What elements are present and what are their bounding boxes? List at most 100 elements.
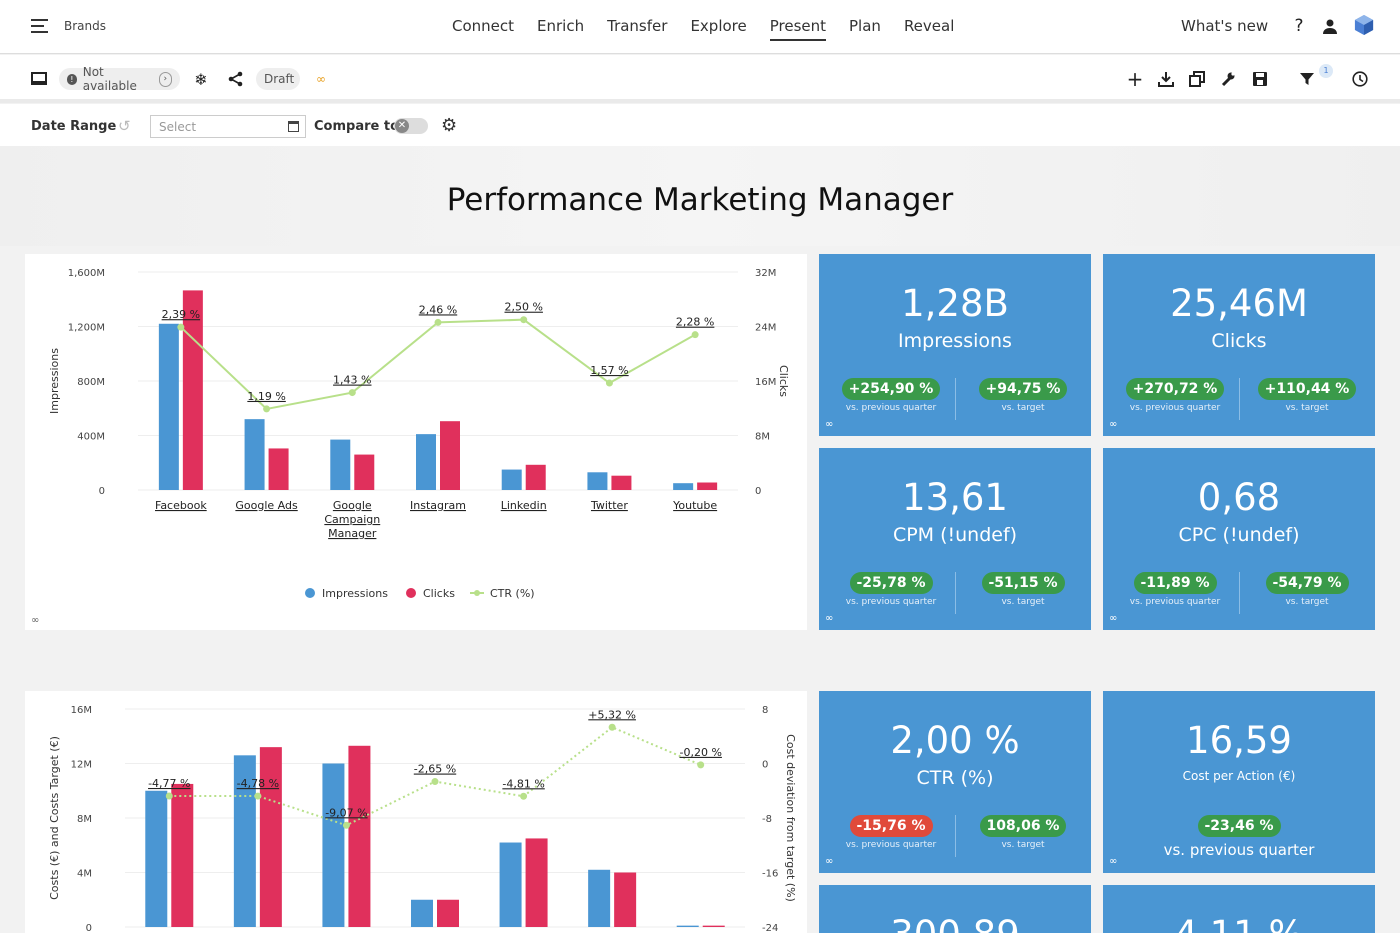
change-badge: -11,89 % [1133,572,1217,594]
app-logo-icon[interactable] [1354,14,1374,36]
y2-axis-label: Cost deviation from target (%) [784,734,797,902]
date-range-label: Date Range [31,119,117,134]
link-icon[interactable]: ∞ [825,419,834,430]
nav-connect[interactable]: Connect [452,17,515,35]
nav-reveal[interactable]: Reveal [903,17,955,35]
kpi-tile[interactable]: 16,59 Cost per Action (€) -23,46 % vs. prev… [1103,691,1375,873]
compare-to-label: Compare to [314,119,399,134]
x-tick-label: Facebook [155,499,207,512]
wrench-icon[interactable] [1218,69,1238,89]
y-tick-right: 8M [755,432,770,443]
kpi-change-previous: -23,46 % vs. previous quarter [1103,815,1375,859]
y-tick-right: -8 [762,814,772,825]
kpi-value: 2,00 % [890,719,1020,762]
link-icon[interactable]: ∞ [1109,419,1118,430]
bar-impressions [416,434,436,490]
share-icon[interactable] [226,69,246,89]
menu-icon[interactable] [31,19,48,33]
reset-icon[interactable]: ↺ [118,117,131,135]
y-tick-left: 1,200M [68,323,105,334]
y-tick-right: -16 [762,869,778,880]
kpi-change-previous: +254,90 % vs. previous quarter [823,378,959,413]
kpi-tile[interactable]: 13,61 CPM (!undef) -25,78 % vs. previous qu… [819,448,1091,630]
save-icon[interactable] [1250,69,1270,89]
kpi-tile[interactable]: 2,00 % CTR (%) -15,76 % vs. previous quarte… [819,691,1091,873]
status-pill[interactable]: ! Not available › [59,65,180,93]
bar-coststarget [259,747,282,927]
calendar-icon[interactable] [288,121,299,132]
nav-enrich[interactable]: Enrich [537,17,585,35]
add-icon[interactable]: + [1126,67,1144,91]
line-point [263,405,271,413]
data-label: 2,39 % [162,308,200,321]
close-icon: ✕ [395,119,409,133]
line-point [434,318,442,326]
main-nav: Connect Enrich Transfer Explore Present … [452,17,977,41]
kpi-change-target: +94,75 % vs. target [955,378,1091,413]
costs-chart[interactable]: 0 4M 8M 12M 16M -24 -16 -8 0 8 Costs (€) and Costs… [25,691,807,933]
change-badge: -54,79 % [1265,572,1349,594]
y-tick-left: 1,600M [68,268,105,279]
kpi-tile[interactable]: 0,68 CPC (!undef) -11,89 % vs. previous qua… [1103,448,1375,630]
date-range-input[interactable]: Select [150,115,306,138]
link-icon[interactable]: ∞ [1109,856,1118,867]
y-tick-right: 8 [762,705,768,716]
data-label: 1,57 % [590,364,628,377]
clock-icon[interactable] [1350,69,1370,89]
copy-icon[interactable] [1187,69,1207,89]
data-label: -9,07 % [325,806,367,819]
kpi-value: 25,46M [1170,282,1308,325]
nav-plan[interactable]: Plan [849,17,881,35]
change-caption: vs. target [1001,840,1045,850]
link-icon: ∞ [31,615,39,626]
y-tick-right: 0 [755,486,761,497]
change-caption: vs. previous quarter [1129,597,1221,607]
y-tick-right: 24M [755,323,776,334]
bar-coststarget [702,925,725,927]
x-tick-label: Youtube [672,499,717,512]
settings-gear-icon[interactable]: ⚙ [441,115,458,136]
kpi-label: Clicks [1211,330,1267,352]
kpi-tile[interactable]: 1,28B Impressions +254,90 % vs. previous qu… [819,254,1091,436]
change-caption: vs. previous quarter [845,597,937,607]
help-icon[interactable]: ? [1294,16,1304,36]
link-icon[interactable]: ∞ [316,72,326,86]
y-tick-left: 16M [71,705,92,716]
download-icon[interactable] [1156,69,1176,89]
link-icon[interactable]: ∞ [1109,613,1118,624]
status-text: Not available [82,65,137,93]
brand-selector[interactable]: Brands [64,19,106,33]
change-caption: vs. previous quarter [845,840,937,850]
toolbar: ! Not available › ❄ Draft ∞ + 1 [0,55,1400,103]
kpi-label: CPM (!undef) [892,524,1018,546]
bar-impressions [330,439,351,490]
link-icon[interactable]: ∞ [825,856,834,867]
y-tick-right: 32M [755,268,776,279]
nav-transfer[interactable]: Transfer [607,17,668,35]
filter-icon[interactable] [1297,69,1317,89]
x-tick-label: Instagram [410,499,466,512]
divider [1239,378,1240,420]
whats-new-link[interactable]: What's new [1181,17,1269,35]
kpi-tile[interactable]: 25,46M Clicks +270,72 % vs. previous quarte… [1103,254,1375,436]
draft-badge: Draft [256,68,300,90]
kpi-change-previous: -15,76 % vs. previous quarter [823,815,959,850]
change-badge: +110,44 % [1257,378,1357,400]
kpi-change-target: -54,79 % vs. target [1239,572,1375,607]
compare-toggle[interactable]: ✕ [394,118,428,134]
performance-chart[interactable]: 0 400M 800M 1,200M 1,600M 0 8M 16M 24M 32M Impress… [25,254,807,630]
data-label: +5,32 % [588,708,636,721]
nav-present[interactable]: Present [769,17,827,41]
nav-explore[interactable]: Explore [690,17,747,35]
x-tick-label: Google Ads [235,499,298,512]
snowflake-icon[interactable]: ❄ [194,69,208,89]
change-caption: vs. target [1001,403,1045,413]
user-icon[interactable] [1320,15,1340,37]
line-point [431,778,439,786]
kpi-tile[interactable]: 300,89 [819,885,1091,933]
monitor-icon[interactable] [29,69,49,89]
data-label: -0,20 % [680,746,722,759]
kpi-tile[interactable]: 4,11 % [1103,885,1375,933]
kpi-value: 4,11 % [1103,913,1375,933]
link-icon[interactable]: ∞ [825,613,834,624]
